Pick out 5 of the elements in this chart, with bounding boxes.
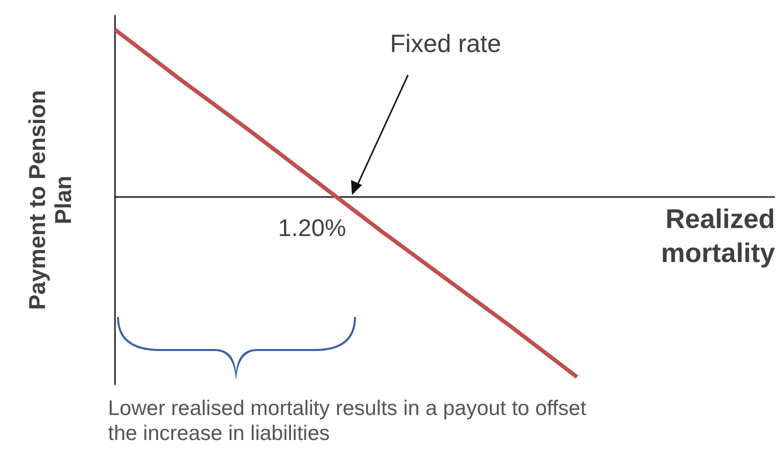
annotation: 1.20% bbox=[278, 215, 346, 242]
x-axis-title: Realized mortality bbox=[660, 204, 775, 268]
annotation: Fixed rate bbox=[390, 30, 502, 58]
y-axis-title: Payment to Pension Plan bbox=[24, 90, 76, 310]
text: Lower realised mortality results in a payout to offset the increase in liabilities bbox=[108, 397, 586, 445]
